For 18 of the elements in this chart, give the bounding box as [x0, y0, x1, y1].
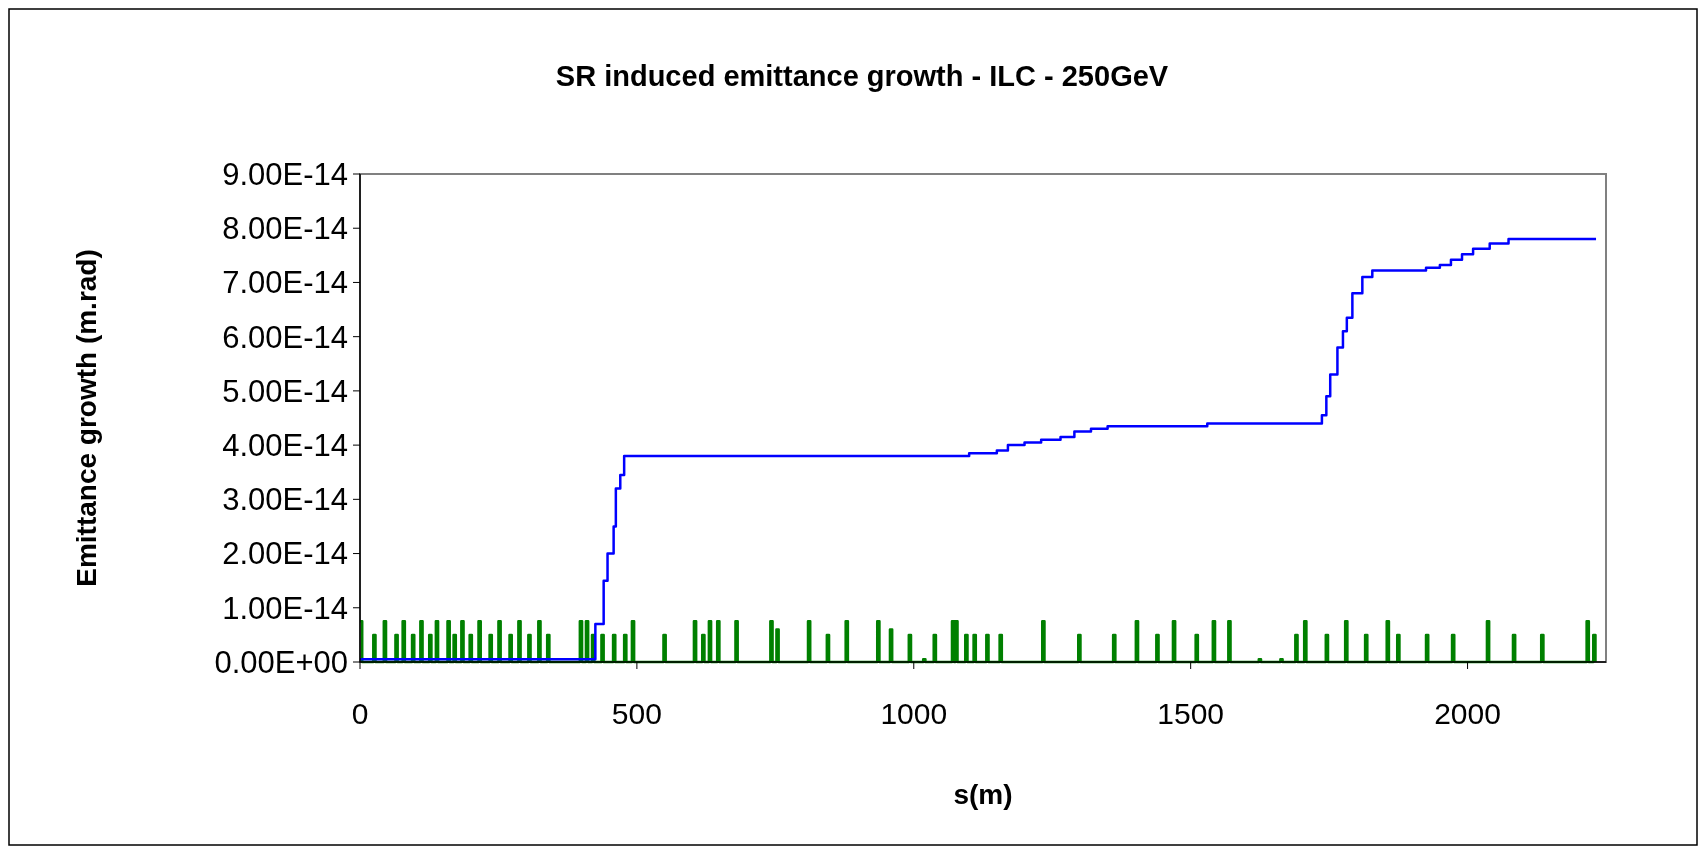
y-tick-label: 6.00E-14	[222, 319, 348, 355]
y-tick-label: 3.00E-14	[222, 482, 348, 518]
x-axis-title: s(m)	[953, 779, 1013, 810]
y-tick-label: 9.00E-14	[222, 156, 348, 192]
y-tick-label: 5.00E-14	[222, 373, 348, 409]
chart-title: SR induced emittance growth - ILC - 250GeV	[555, 60, 1169, 92]
y-tick-label: 4.00E-14	[222, 427, 348, 463]
x-tick-label: 2000	[1434, 697, 1501, 730]
y-tick-label: 7.00E-14	[222, 265, 348, 301]
x-tick-label: 0	[351, 697, 369, 730]
x-tick-label: 500	[611, 697, 662, 730]
y-tick-label: 1.00E-14	[222, 590, 348, 626]
y-axis-title: Emittance growth (m.rad)	[71, 249, 102, 587]
y-tick-label: 0.00E+00	[214, 644, 348, 680]
x-tick-label: 1500	[1157, 697, 1225, 730]
y-tick-label: 8.00E-14	[222, 211, 348, 247]
x-tick-label: 1000	[880, 697, 948, 730]
y-tick-label: 2.00E-14	[222, 536, 348, 572]
